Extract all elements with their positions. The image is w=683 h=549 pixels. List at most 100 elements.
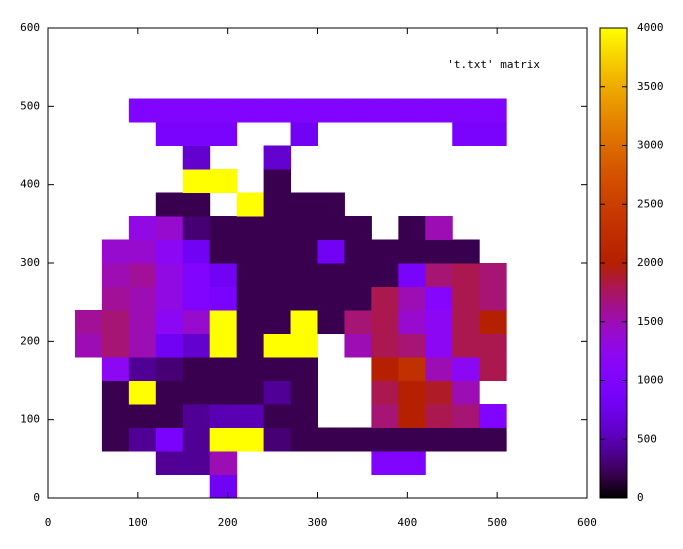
heatmap-cell <box>155 216 184 240</box>
colorbar-tick-label: 2000 <box>637 256 664 269</box>
heatmap-cell <box>479 286 507 311</box>
heatmap-cell <box>155 357 184 381</box>
heatmap-cell <box>182 286 211 311</box>
heatmap-cell <box>479 404 507 428</box>
heatmap-cell <box>209 357 238 381</box>
heatmap-cell <box>425 98 453 123</box>
colorbar-tick-label: 0 <box>637 491 644 504</box>
heatmap-cell <box>479 263 507 287</box>
heatmap-cell <box>155 451 184 475</box>
heatmap-cell <box>236 286 265 311</box>
heatmap-cell <box>155 286 184 311</box>
heatmap-cell <box>209 474 238 499</box>
heatmap-cell <box>236 263 265 287</box>
heatmap-cell <box>155 192 184 217</box>
heatmap-cell <box>452 122 480 146</box>
heatmap-cell <box>182 404 211 428</box>
heatmap-cell <box>101 310 130 334</box>
heatmap-cell <box>182 145 211 170</box>
heatmap-cell <box>317 98 345 123</box>
heatmap-cell <box>236 333 265 358</box>
heatmap-cell <box>263 427 292 452</box>
heatmap-cell <box>101 333 130 358</box>
heatmap-cell <box>263 286 292 311</box>
heatmap-cell <box>128 98 157 123</box>
heatmap-cell <box>425 286 453 311</box>
heatmap-cell <box>344 98 372 123</box>
x-tick-label: 400 <box>397 516 417 529</box>
heatmap-cell <box>398 239 426 264</box>
heatmap-cell <box>290 239 318 264</box>
heatmap-cell <box>290 333 318 358</box>
heatmap-cell <box>155 404 184 428</box>
colorbar-tick-label: 500 <box>637 432 657 445</box>
heatmap-cell <box>128 427 157 452</box>
heatmap-cell <box>479 357 507 381</box>
heatmap-cell <box>371 286 399 311</box>
heatmap-cell <box>263 357 292 381</box>
heatmap-cell <box>425 239 453 264</box>
heatmap-cell <box>290 380 318 405</box>
heatmap-cell <box>425 333 453 358</box>
heatmap-cell <box>182 263 211 287</box>
heatmap-cell <box>425 427 453 452</box>
heatmap-cell <box>425 263 453 287</box>
heatmap-cell <box>236 380 265 405</box>
heatmap-cell <box>101 427 130 452</box>
heatmap-cell <box>344 427 372 452</box>
heatmap-cell <box>317 263 345 287</box>
heatmap-cell <box>452 357 480 381</box>
heatmap-cell <box>182 169 211 193</box>
heatmap-cell <box>371 333 399 358</box>
heatmap-cell <box>155 239 184 264</box>
heatmap-cell <box>236 404 265 428</box>
heatmap-cell <box>155 98 184 123</box>
x-tick-label: 200 <box>218 516 238 529</box>
y-tick-label: 400 <box>20 178 40 191</box>
y-tick-label: 0 <box>33 491 40 504</box>
heatmap-cell <box>128 286 157 311</box>
heatmap-cell <box>290 427 318 452</box>
heatmap-cell <box>182 192 211 217</box>
y-tick-label: 600 <box>20 21 40 34</box>
heatmap-cell <box>290 310 318 334</box>
heatmap-cell <box>479 98 507 123</box>
x-tick-label: 600 <box>577 516 597 529</box>
heatmap-cell <box>209 310 238 334</box>
heatmap-cell <box>263 380 292 405</box>
heatmap-cell <box>263 169 292 193</box>
heatmap-cell <box>425 310 453 334</box>
heatmap-cell <box>128 263 157 287</box>
heatmap-cell <box>182 216 211 240</box>
heatmap-cell <box>398 427 426 452</box>
heatmap-cell <box>371 451 399 475</box>
heatmap-cell <box>209 451 238 475</box>
heatmap-cell <box>425 380 453 405</box>
heatmap-cell <box>263 239 292 264</box>
heatmap-cell <box>290 216 318 240</box>
heatmap-cell <box>128 239 157 264</box>
heatmap-cell <box>101 380 130 405</box>
y-tick-label: 100 <box>20 413 40 426</box>
heatmap-cell <box>398 404 426 428</box>
heatmap-cell <box>182 427 211 452</box>
heatmap-cell <box>263 216 292 240</box>
heatmap-cell <box>236 427 265 452</box>
heatmap-cell <box>101 286 130 311</box>
heatmap-cell <box>425 357 453 381</box>
heatmap-cell <box>209 404 238 428</box>
heatmap-cell <box>128 216 157 240</box>
heatmap-cell <box>398 451 426 475</box>
heatmap-cell <box>479 310 507 334</box>
heatmap-cell <box>371 380 399 405</box>
heatmap-cell <box>452 333 480 358</box>
heatmap-cell <box>317 286 345 311</box>
heatmap-cell <box>290 122 318 146</box>
heatmap-cell <box>398 263 426 287</box>
colorbar-tick-label: 4000 <box>637 21 664 34</box>
y-tick-label: 300 <box>20 256 40 269</box>
heatmap-cell <box>398 286 426 311</box>
heatmap-cell <box>452 239 480 264</box>
